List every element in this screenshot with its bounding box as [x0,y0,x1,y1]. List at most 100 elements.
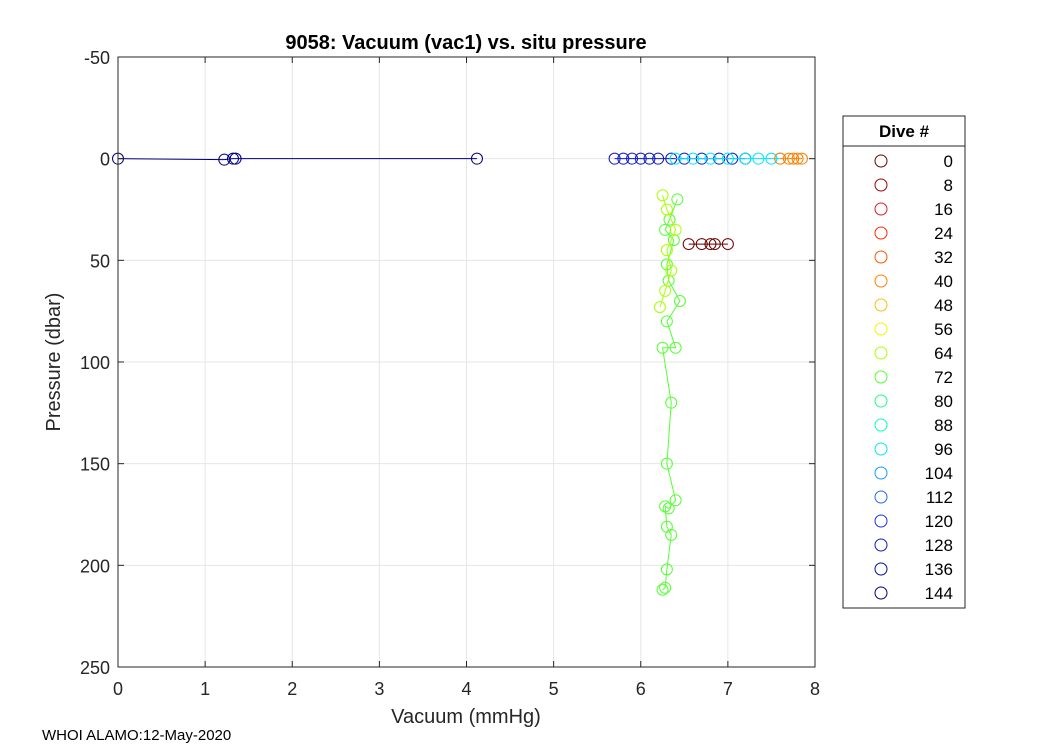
legend-label: 112 [926,488,953,507]
y-axis-label: Pressure (dbar) [43,293,65,432]
y-tick-label: 150 [80,455,110,475]
data-point [660,244,673,257]
data-point [656,189,669,202]
x-tick-label: 4 [461,679,471,699]
legend-entries: 0 8 16 24 32 40 48 56 64 72 80 88 96 104 112 120 128 136 1… [874,152,953,603]
legend-label: 104 [925,464,953,483]
data-point [227,152,240,165]
legend-marker [874,466,888,480]
legend-marker [874,562,888,576]
y-tick-label: 100 [80,353,110,373]
series-line [659,195,677,308]
data-point [739,152,752,165]
data-point [669,494,682,507]
x-tick-label: 1 [200,679,210,699]
legend-marker [874,322,888,336]
data-point [791,152,804,165]
data-point [721,238,734,251]
data-point [643,152,656,165]
chart-title: 9058: Vacuum (vac1) vs. situ pressure [285,32,646,54]
data-point [765,152,778,165]
x-tick-label: 7 [723,679,733,699]
legend-marker [874,514,888,528]
y-tick-label: -50 [84,48,110,68]
legend-label: 128 [925,536,953,555]
data-point [752,152,765,165]
legend-label: 144 [925,584,953,603]
data-point [656,341,669,354]
legend-label: 8 [944,176,953,195]
legend-label: 96 [934,440,953,459]
data-point [787,152,800,165]
x-axis-label: Vacuum (mmHg) [391,706,541,728]
data-point [660,315,673,328]
legend-label: 120 [925,512,953,531]
legend-label: 88 [934,416,953,435]
data-series [669,152,787,165]
data-series [656,193,686,596]
data-point [617,152,630,165]
legend-label: 48 [934,296,953,315]
data-point [704,152,717,165]
legend-label: 40 [934,272,953,291]
series-line [661,199,681,591]
x-tick-label: 2 [287,679,297,699]
data-series [682,238,734,251]
legend-title: Dive # [879,122,930,141]
data-point [669,223,682,236]
data-point [662,502,675,515]
data-point [695,238,708,251]
legend-label: 64 [934,344,953,363]
legend-label: 32 [934,248,953,267]
legend-label: 56 [934,320,953,339]
data-point [682,238,695,251]
x-tick-label: 5 [549,679,559,699]
data-point [669,341,682,354]
legend-marker [874,298,888,312]
data-point [660,457,673,470]
legend-marker [874,442,888,456]
data-point [774,152,787,165]
series-layer [112,152,808,596]
legend-marker [874,178,888,192]
data-point [659,500,672,513]
y-tick-label: 50 [90,251,110,271]
data-point [704,238,717,251]
legend-label: 72 [934,368,953,387]
y-tick-label: 200 [80,556,110,576]
data-series [112,152,483,166]
data-point [653,301,666,314]
x-tick-label: 3 [374,679,384,699]
data-point [795,152,808,165]
legend: Dive # 0 8 16 24 32 40 48 56 64 72 80 88 96 104 112 120… [842,115,966,609]
legend-marker [874,202,888,216]
footer-credit: WHOI ALAMO:12-May-2020 [42,727,232,744]
data-point [652,152,665,165]
data-point [660,203,673,216]
y-tick-label: 250 [80,658,110,678]
legend-marker [874,370,888,384]
data-point [708,238,721,251]
x-tick-label: 8 [810,679,820,699]
legend-marker [874,538,888,552]
data-point [782,152,795,165]
data-point [660,563,673,576]
data-point [659,581,672,594]
data-point [671,193,684,206]
data-series [653,189,682,314]
data-point [470,152,483,165]
data-point [659,284,672,297]
axis-ticks: 0 1 2 3 4 5 6 7 8 -50 0 50 100 150 200 250 [80,48,820,699]
legend-marker [874,490,888,504]
data-point [665,396,678,409]
data-point [687,152,700,165]
legend-marker [874,154,888,168]
data-point [608,152,621,165]
x-tick-label: 6 [636,679,646,699]
data-point [721,152,734,165]
legend-marker [874,250,888,264]
data-point [656,583,669,596]
data-series [774,152,808,165]
x-tick-label: 0 [113,679,123,699]
